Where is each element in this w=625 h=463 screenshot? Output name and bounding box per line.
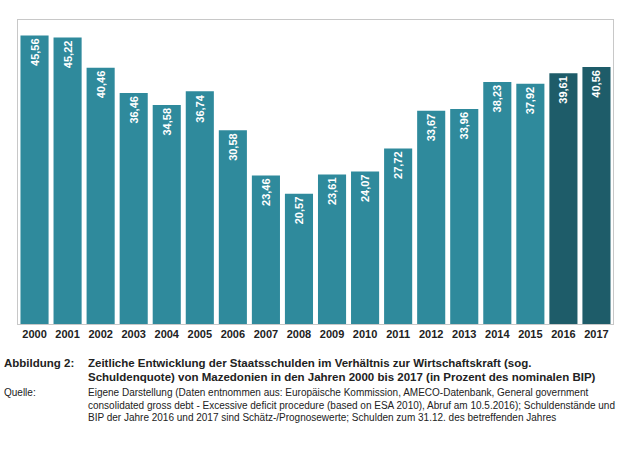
svg-text:2013: 2013 <box>452 328 476 340</box>
html-text:Zeitliche Entwicklung der Staa: Zeitliche Entwicklung der Staatsschulden… <box>88 357 596 383</box>
svg-text:20,57: 20,57 <box>293 197 305 225</box>
html-text:Abbildung 2:: Abbildung 2: <box>4 357 75 369</box>
svg-text:45,56: 45,56 <box>29 38 41 66</box>
svg-text:40,46: 40,46 <box>95 71 107 99</box>
html-text:Eigene Darstellung (Daten entn: Eigene Darstellung (Daten entnommen aus:… <box>88 387 615 423</box>
svg-text:36,46: 36,46 <box>128 96 140 124</box>
html-text:Quelle:: Quelle: <box>4 387 36 398</box>
svg-text:2003: 2003 <box>121 328 145 340</box>
svg-text:36,74: 36,74 <box>194 94 206 122</box>
svg-text:2002: 2002 <box>88 328 112 340</box>
svg-text:2001: 2001 <box>55 328 79 340</box>
svg-text:2009: 2009 <box>320 328 344 340</box>
svg-text:23,61: 23,61 <box>326 177 338 205</box>
svg-text:2007: 2007 <box>254 328 278 340</box>
svg-text:2011: 2011 <box>386 328 410 340</box>
svg-text:39,61: 39,61 <box>557 76 569 104</box>
svg-text:2017: 2017 <box>584 328 608 340</box>
svg-text:2000: 2000 <box>22 328 46 340</box>
svg-text:2006: 2006 <box>221 328 245 340</box>
svg-text:33,96: 33,96 <box>458 112 470 140</box>
svg-text:38,23: 38,23 <box>491 85 503 113</box>
svg-text:40,56: 40,56 <box>590 70 602 98</box>
svg-text:2008: 2008 <box>287 328 311 340</box>
svg-text:24,07: 24,07 <box>359 175 371 203</box>
svg-text:33,67: 33,67 <box>425 114 437 142</box>
svg-text:45,22: 45,22 <box>62 41 74 69</box>
svg-text:23,46: 23,46 <box>260 178 272 206</box>
svg-text:2010: 2010 <box>353 328 377 340</box>
svg-text:2012: 2012 <box>419 328 443 340</box>
svg-text:2005: 2005 <box>188 328 212 340</box>
svg-text:2015: 2015 <box>518 328 542 340</box>
svg-text:2004: 2004 <box>155 328 180 340</box>
svg-text:37,92: 37,92 <box>524 87 536 115</box>
svg-text:30,58: 30,58 <box>227 133 239 161</box>
svg-text:34,58: 34,58 <box>161 108 173 136</box>
svg-text:27,72: 27,72 <box>392 151 404 179</box>
svg-text:2014: 2014 <box>485 328 510 340</box>
svg-text:2016: 2016 <box>551 328 575 340</box>
